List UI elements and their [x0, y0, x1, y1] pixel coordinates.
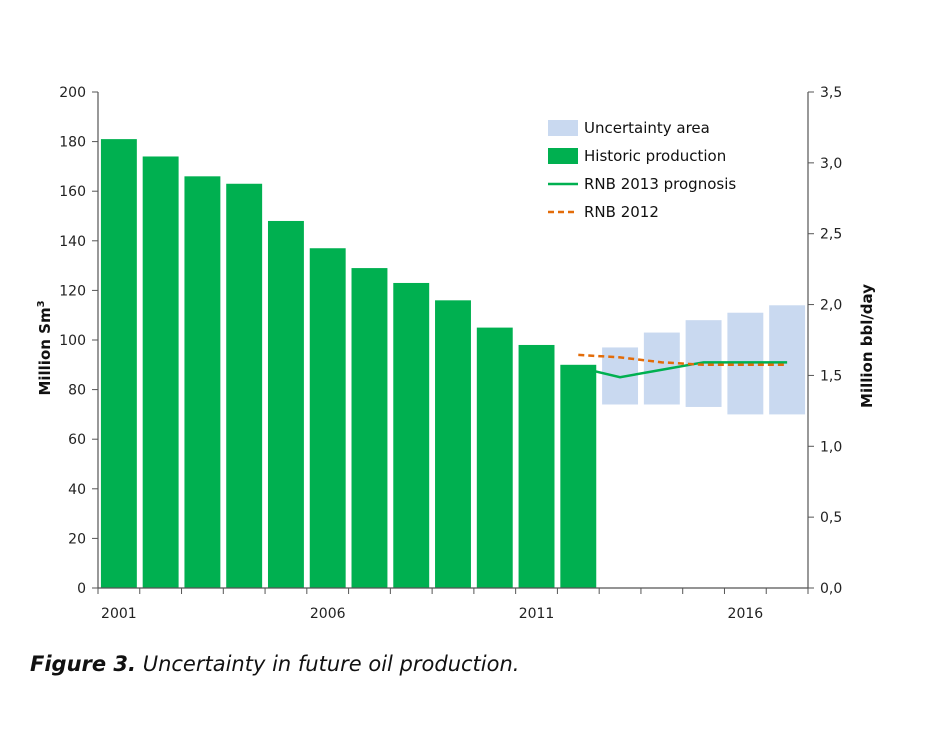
production-bar-2004: [226, 183, 263, 588]
y2-axis-title: Million bbl/day: [858, 284, 876, 408]
x-tick-label: 2006: [310, 606, 346, 622]
y2-tick-label: 2,5: [820, 227, 842, 243]
production-bar-2002: [142, 156, 179, 589]
production-bar-2011: [518, 344, 555, 588]
y-tick-label: 120: [59, 283, 86, 299]
production-bar-2008: [393, 282, 430, 588]
oil-production-chart: 0 20 40 60 80 100 120 140 160 180 200 0,0 0,5 1,0 1,5 2…: [36, 85, 876, 622]
legend-label-3: RNB 2012: [584, 203, 659, 221]
y-tick-label: 100: [59, 333, 86, 349]
production-bar-2001: [100, 139, 137, 588]
production-bar-2003: [184, 176, 221, 588]
legend-label-0: Uncertainty area: [584, 119, 710, 137]
y2-tick-label: 3,5: [820, 85, 842, 101]
production-bar-2009: [435, 300, 471, 588]
x-tick-label: 2016: [728, 606, 764, 622]
y2-tick-label: 1,5: [820, 368, 842, 384]
y2-tick-label: 2,0: [820, 298, 842, 314]
y-axis-title: Million Sm3: [36, 300, 54, 395]
y2-tick-label: 3,0: [820, 156, 842, 172]
x-tick-label: 2011: [519, 606, 555, 622]
y2-tick-label: 1,0: [820, 439, 842, 455]
y-tick-label: 160: [59, 184, 86, 200]
y2-tick-label: 0,5: [820, 510, 842, 526]
y-tick-label: 60: [68, 432, 86, 448]
series-line-3: [578, 353, 788, 367]
figure-caption-text: Uncertainty in future oil production.: [136, 652, 520, 676]
legend-label-1: Historic production: [584, 147, 726, 165]
uncertainty-bar-2017: [769, 305, 806, 415]
y2-tick-label: 0,0: [820, 581, 842, 597]
y-tick-label: 200: [59, 85, 86, 101]
prognosis-lines: [578, 353, 788, 379]
legend-label-2: RNB 2013 prognosis: [584, 175, 736, 193]
legend-swatch-1: [548, 148, 578, 164]
historic-production-bars: [100, 139, 597, 589]
production-bar-2005: [267, 220, 304, 588]
x-tick-label: 2001: [101, 606, 137, 622]
y-tick-label: 140: [59, 234, 86, 250]
figure-caption-label: Figure 3.: [30, 652, 137, 676]
y-tick-label: 180: [59, 135, 86, 151]
production-bar-2007: [351, 268, 388, 588]
y-tick-label: 80: [68, 383, 86, 399]
series-line-2: [578, 361, 788, 379]
axes: 0 20 40 60 80 100 120 140 160 180 200 0,0 0,5 1,0 1,5 2…: [36, 85, 876, 622]
production-bar-2006: [309, 248, 346, 589]
figure-caption: Figure 3. Uncertainty in future oil prod…: [30, 652, 519, 676]
y-tick-label: 20: [68, 531, 86, 547]
production-bar-2010: [476, 327, 513, 588]
legend: Uncertainty area Historic production RNB 2…: [548, 119, 736, 221]
y-tick-label: 40: [68, 482, 86, 498]
y-tick-label: 0: [77, 581, 86, 597]
production-bar-2012: [560, 364, 597, 588]
legend-swatch-0: [548, 120, 578, 136]
